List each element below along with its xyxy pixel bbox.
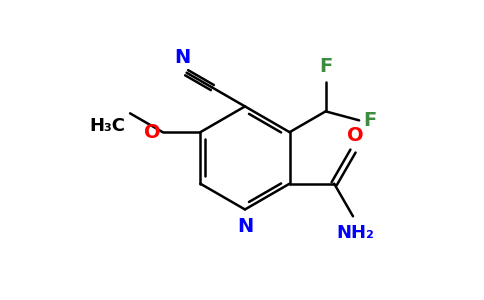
Text: O: O xyxy=(144,123,161,142)
Text: F: F xyxy=(363,111,377,130)
Text: N: N xyxy=(175,48,191,67)
Text: O: O xyxy=(347,126,363,145)
Text: F: F xyxy=(319,57,332,76)
Text: N: N xyxy=(237,218,253,236)
Text: H₃C: H₃C xyxy=(89,117,125,135)
Text: NH₂: NH₂ xyxy=(336,224,374,242)
